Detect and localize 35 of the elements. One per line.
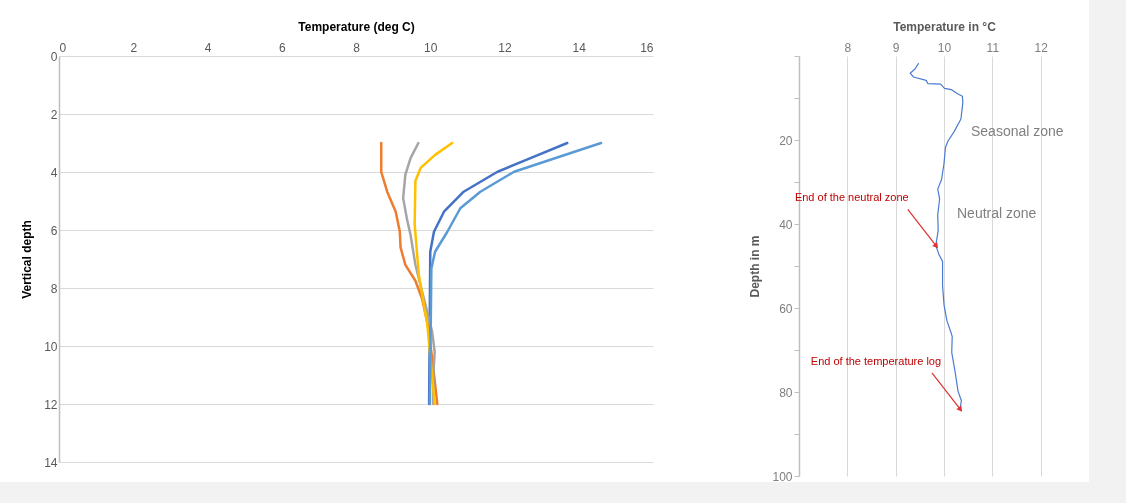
line-series xyxy=(413,141,454,406)
x-tick-label: 8 xyxy=(844,40,852,55)
y-tick-label: 40 xyxy=(779,217,793,232)
x-tick-label: 10 xyxy=(937,40,952,55)
y-tick-label: 80 xyxy=(779,385,793,400)
x-tick-label: 12 xyxy=(1034,40,1049,55)
x-tick-label: 8 xyxy=(353,40,361,55)
x-tick-label: 10 xyxy=(424,40,438,55)
annotation: Neutral zone xyxy=(957,205,1037,221)
y-axis-title: Depth in m xyxy=(748,235,763,298)
x-tick-label: 14 xyxy=(572,40,587,55)
x-tick-label: 4 xyxy=(204,40,212,55)
annotation: End of the neutral zone xyxy=(794,191,909,204)
y-tick-label: 10 xyxy=(44,339,58,354)
x-tick-label: 2 xyxy=(130,40,138,55)
y-tick-label: 60 xyxy=(779,301,793,316)
y-tick-label: 4 xyxy=(50,165,58,180)
y-axis-title: Vertical depth xyxy=(20,220,35,299)
x-tick-label: 11 xyxy=(986,40,1000,55)
y-tick-label: 100 xyxy=(772,469,793,484)
annotation: Seasonal zone xyxy=(971,123,1064,139)
x-tick-label: 16 xyxy=(640,40,654,55)
y-tick-label: 12 xyxy=(44,397,58,412)
y-tick-label: 14 xyxy=(44,455,58,470)
x-tick-label: 12 xyxy=(498,40,512,55)
y-tick-label: 6 xyxy=(50,223,58,238)
x-tick-label: 9 xyxy=(892,40,900,55)
x-tick-label: 6 xyxy=(278,40,286,55)
x-axis-title: Temperature (deg C) xyxy=(298,19,415,34)
line-series xyxy=(428,141,603,406)
y-tick-label: 8 xyxy=(50,281,58,296)
x-axis-title: Temperature in °C xyxy=(893,19,997,34)
y-tick-label: 2 xyxy=(50,107,58,122)
annotation: End of the temperature log xyxy=(810,354,942,367)
y-tick-label: 20 xyxy=(779,133,793,148)
